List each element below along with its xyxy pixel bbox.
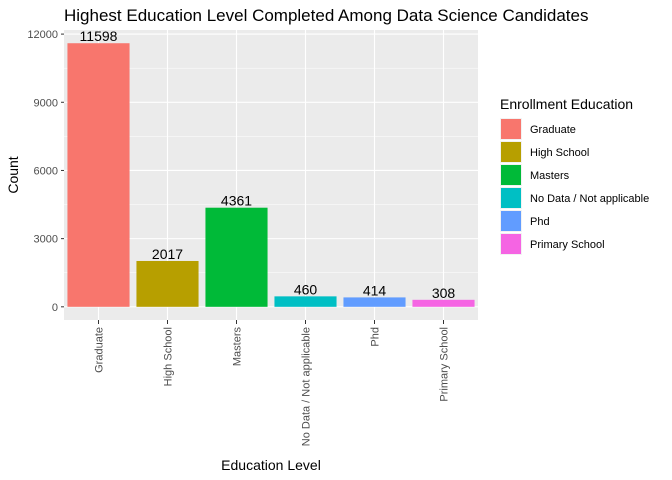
chart-title: Highest Education Level Completed Among … [64, 6, 589, 25]
y-axis: 0 3000 6000 9000 12000 [27, 29, 64, 314]
x-tick-label: Primary School [439, 327, 451, 402]
bar [274, 296, 337, 307]
x-tick-label: No Data / Not applicable [301, 327, 313, 446]
legend-label: High School [530, 147, 589, 159]
legend-label: Phd [530, 216, 550, 228]
plot-panel [64, 30, 478, 320]
bar [67, 43, 130, 307]
legend-swatch [501, 165, 521, 185]
legend-label: Graduate [530, 124, 576, 136]
legend-label: No Data / Not applicable [530, 193, 649, 205]
y-tick-label: 0 [52, 302, 58, 314]
bar [136, 260, 199, 307]
legend-swatch [501, 211, 521, 231]
legend-swatch [501, 119, 521, 139]
x-axis-title: Education Level [221, 457, 321, 473]
data-label: 414 [363, 282, 387, 298]
legend-swatch [501, 188, 521, 208]
legend-swatch [501, 234, 521, 254]
bars [67, 43, 475, 307]
y-tick-label: 12000 [27, 29, 58, 41]
data-label: 308 [432, 285, 456, 301]
bar [343, 297, 406, 307]
x-tick-label: Masters [232, 327, 244, 367]
x-tick-label: Graduate [94, 327, 106, 373]
legend: Enrollment Education Graduate High School… [500, 96, 649, 255]
y-tick-label: 9000 [34, 97, 58, 109]
data-label: 2017 [152, 246, 183, 262]
legend-swatch [501, 142, 521, 162]
legend-title: Enrollment Education [500, 96, 633, 112]
data-label: 460 [294, 281, 318, 297]
data-label: 11598 [80, 28, 118, 44]
x-axis: Graduate High School Masters No Data / Not … [94, 320, 451, 446]
y-tick-label: 6000 [34, 165, 58, 177]
bar [205, 207, 268, 307]
legend-label: Masters [530, 170, 570, 182]
legend-label: Primary School [530, 239, 605, 251]
x-tick-label: Phd [370, 327, 382, 347]
data-labels: 11598 2017 4361 460 414 308 [80, 28, 456, 301]
bar [412, 299, 475, 307]
y-tick-label: 3000 [34, 234, 58, 246]
y-axis-title: Count [5, 156, 21, 193]
data-label: 4361 [221, 193, 252, 209]
x-tick-label: High School [163, 327, 175, 386]
